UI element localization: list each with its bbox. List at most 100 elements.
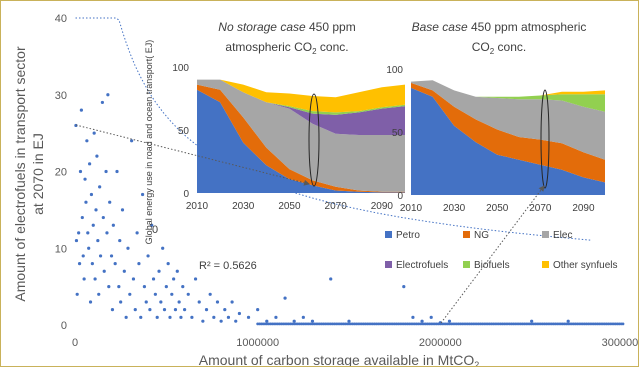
legend-label-other: Other synfuels <box>553 260 617 271</box>
scatter-point <box>133 308 137 312</box>
inset1-y-tick-label: 100 <box>172 63 189 74</box>
scatter-point <box>237 311 241 316</box>
scatter-point <box>89 192 94 197</box>
inset1-x-tick-label: 2030 <box>232 201 255 212</box>
inset2-title-line1: Base case 450 ppm atmospheric <box>412 20 587 34</box>
scatter-point <box>81 254 85 258</box>
scatter-point <box>226 315 231 319</box>
scatter-point <box>230 300 234 304</box>
scatter-point <box>120 208 125 212</box>
scatter-point <box>190 315 194 319</box>
inset1-title-line1: No storage case 450 ppm <box>218 20 355 34</box>
r-squared-annotation: R² = 0.5626 <box>199 260 257 272</box>
legend-swatch-biofuels <box>463 261 470 268</box>
scatter-point <box>108 200 112 204</box>
scatter-point <box>94 208 98 212</box>
main-y-tick-label: 10 <box>55 243 67 255</box>
legend-label-biofuels: Biofuels <box>474 260 510 271</box>
scatter-point <box>78 169 83 174</box>
legend: Petro NG Elec Electrofuels Biofuels Other syn… <box>385 230 617 271</box>
scatter-point <box>84 200 88 204</box>
scatter-point <box>170 292 174 296</box>
scatter-point <box>85 139 89 143</box>
scatter-point <box>151 277 156 281</box>
legend-label-petro: Petro <box>396 230 420 241</box>
scatter-point <box>246 315 251 319</box>
scatter-point <box>93 277 97 281</box>
scatter-point <box>197 300 201 304</box>
scatter-point <box>183 308 187 312</box>
scatter-point <box>201 319 205 323</box>
inset2-x-tick-label: 2010 <box>400 203 423 214</box>
stray-zero-label: 0 <box>152 224 158 236</box>
inset2-x-tick-label: 2090 <box>572 203 595 214</box>
scatter-point <box>100 100 104 105</box>
inset2-title-line2-prefix: CO <box>472 40 490 54</box>
inset2-title-subscript: 2 <box>490 47 495 56</box>
inset1-y-tick-label: 0 <box>183 189 189 200</box>
inset2-title-italic: Base case <box>412 20 468 34</box>
inset1-title-rest: 450 ppm <box>306 20 356 34</box>
scatter-point <box>234 319 238 323</box>
scatter-point <box>113 262 117 266</box>
scatter-point <box>265 319 269 323</box>
scatter-point <box>86 231 90 235</box>
inset1-title-subscript: 2 <box>312 47 317 56</box>
inset1-area-petro <box>197 89 405 193</box>
legend-label-elec: Elec <box>553 230 572 241</box>
scatter-point <box>106 93 110 97</box>
inset1-title-line2: atmospheric CO2 conc. <box>225 40 348 56</box>
inset1-area-ng <box>197 84 405 193</box>
inset2-title-rest: 450 ppm atmospheric <box>468 20 587 34</box>
main-x-axis-label-text: Amount of carbon storage available in Mt… <box>199 352 475 366</box>
scatter-point <box>274 315 278 319</box>
scatter-point <box>109 254 114 258</box>
scatter-point <box>122 269 126 273</box>
inset1-ticks: 0 50 100 2010 2030 2050 2070 2090 <box>172 63 393 212</box>
inset1-title-line2-prefix: atmospheric CO <box>225 40 312 54</box>
scatter-point <box>91 223 95 227</box>
scatter-point <box>139 315 143 319</box>
scatter-point <box>115 169 119 174</box>
scatter-point <box>117 285 121 289</box>
scatter-point <box>621 322 625 326</box>
scatter-point <box>82 277 86 281</box>
scatter-point <box>164 285 168 289</box>
scatter-point <box>77 262 82 266</box>
main-x-tick-label: 2000000 <box>419 337 462 349</box>
scatter-point <box>166 262 170 266</box>
inset2-area-biofuels <box>411 80 605 112</box>
inset1-areas <box>197 79 405 193</box>
scatter-point <box>208 292 212 296</box>
legend-swatch-electrofuels <box>385 261 392 268</box>
legend-swatch-ng <box>463 231 470 238</box>
scatter-point <box>157 269 161 273</box>
inset1-x-tick-label: 2070 <box>325 201 348 212</box>
inset1-title-italic: No storage case <box>218 20 306 34</box>
inset1-x-tick-label: 2050 <box>278 201 301 212</box>
inset1-area-elec <box>197 79 405 192</box>
scatter-point <box>144 300 148 304</box>
scatter-point <box>402 285 406 289</box>
inset2-y-tick-label: 0 <box>397 191 403 202</box>
main-x-tick-label: 0 <box>72 337 78 349</box>
main-scatter-points <box>74 93 625 326</box>
inset1-highlight-ellipse <box>308 93 320 187</box>
scatter-point <box>179 315 183 319</box>
scatter-point <box>83 177 87 181</box>
scatter-point <box>329 277 333 281</box>
main-x-tick-label: 1000000 <box>236 337 279 349</box>
main-y-tick-label: 40 <box>55 13 67 25</box>
main-y-tick-label: 0 <box>61 320 67 332</box>
scatter-point <box>74 238 79 243</box>
inset1-x-tick-label: 2010 <box>186 201 209 212</box>
scatter-point <box>95 154 99 158</box>
main-x-axis-label-subscript: 2 <box>474 360 479 366</box>
main-y-axis-label-line2: at 2070 in EJ <box>30 133 46 215</box>
scatter-point <box>142 285 147 289</box>
scatter-point <box>96 238 100 243</box>
scatter-point <box>219 319 223 323</box>
inset2-area-ng <box>411 82 605 183</box>
scatter-point <box>447 319 452 323</box>
